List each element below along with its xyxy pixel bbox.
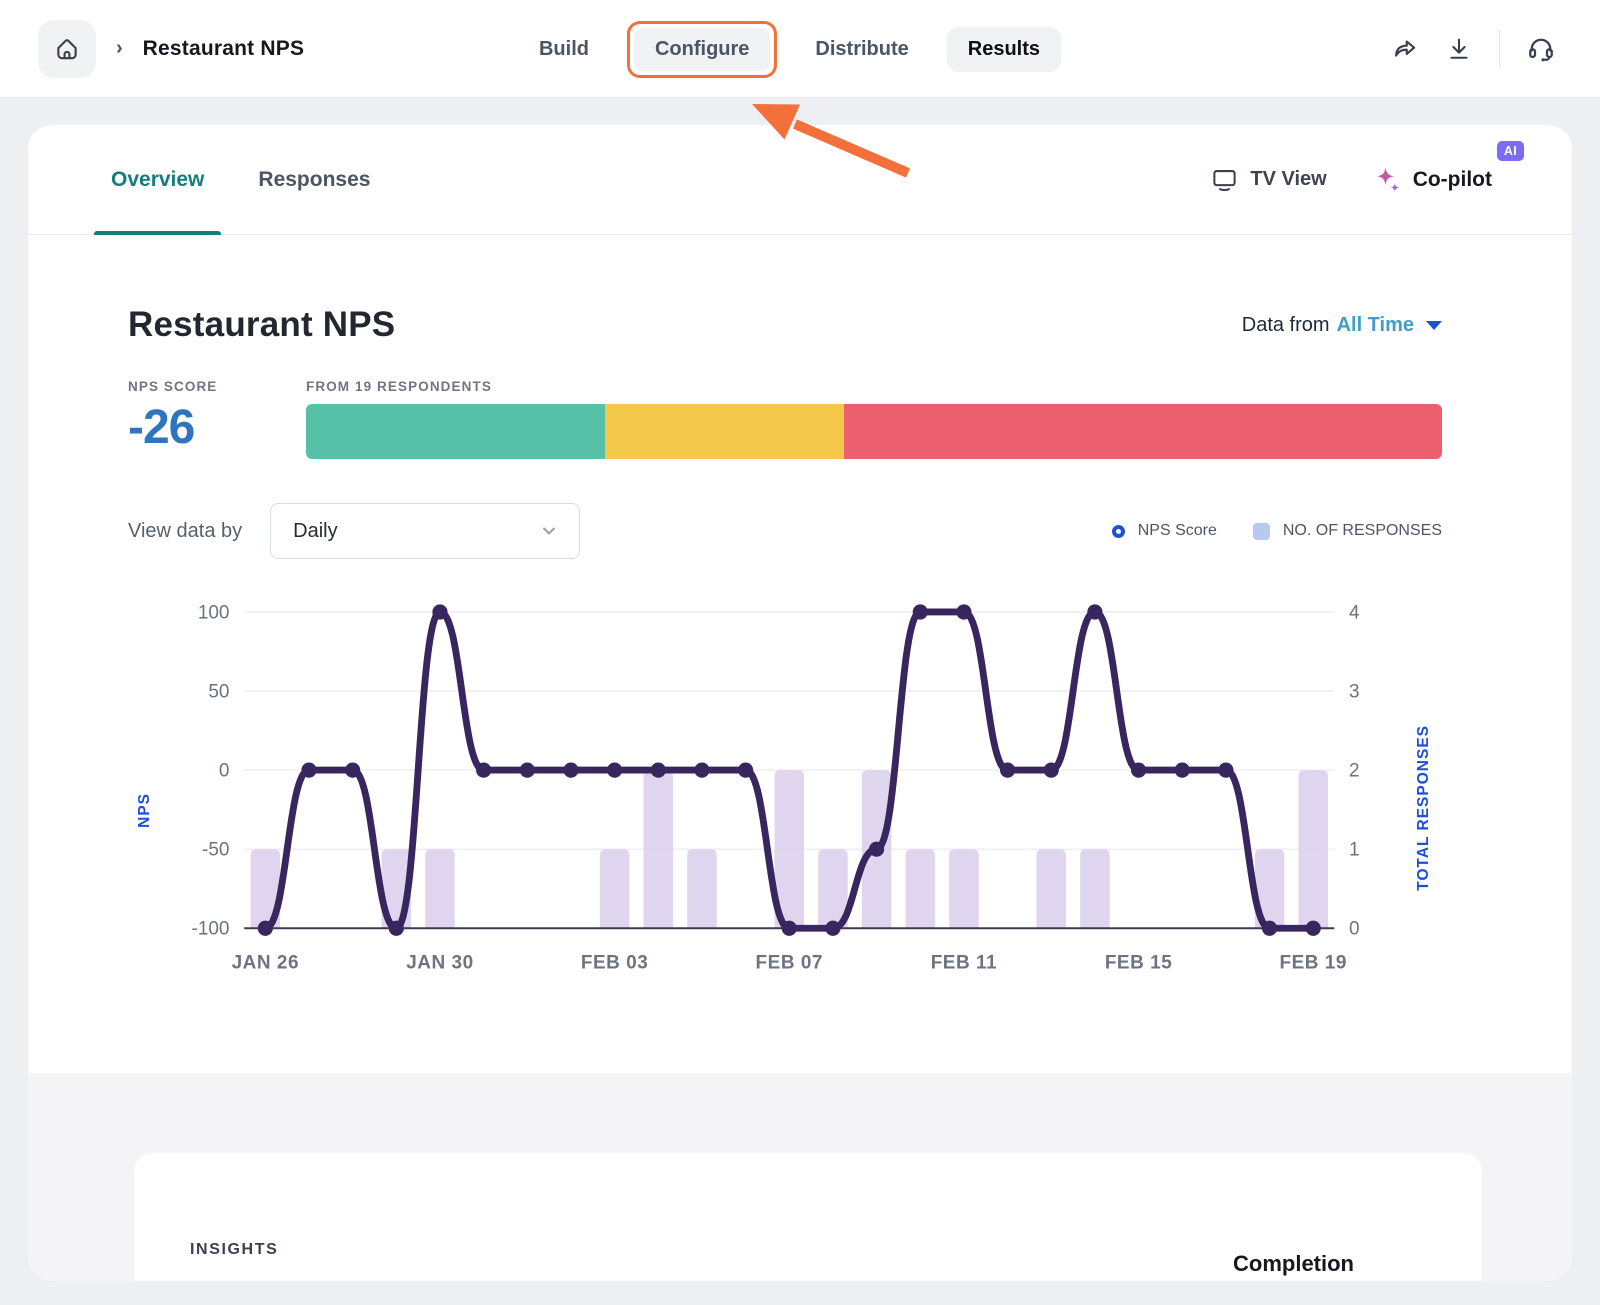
tv-view-button[interactable]: TV View [1211, 166, 1327, 193]
support-button[interactable] [1526, 34, 1556, 64]
view-data-by-label: View data by [128, 519, 243, 542]
nps-trend-chart: 100 4 50 3 0 2 -50 1 -100 0 JAN 26 JAN 30 FEB 03 FEB … [162, 593, 1406, 987]
date-range-dropdown[interactable]: Data from All Time [1242, 314, 1442, 337]
results-card-header: Overview Responses TV View [28, 125, 1572, 235]
svg-text:1: 1 [1349, 840, 1360, 861]
nps-chart-block: NPS 100 4 50 3 0 2 -50 1 -100 0 JAN 26 JAN 30 FEB 03… [128, 593, 1442, 987]
configure-highlight-box: Configure [626, 20, 778, 78]
overview-tab-group: Overview Responses [94, 125, 387, 235]
left-axis-title: NPS [136, 792, 153, 828]
download-button[interactable] [1445, 35, 1473, 63]
svg-text:50: 50 [208, 681, 229, 702]
promoters-segment [306, 404, 605, 459]
responses-legend-icon [1252, 522, 1270, 540]
chevron-down-icon [543, 527, 556, 535]
share-icon [1395, 39, 1416, 57]
detractors-segment [844, 404, 1442, 459]
page-title: Restaurant NPS [128, 305, 396, 344]
caret-down-icon [1426, 320, 1442, 330]
svg-text:3: 3 [1349, 681, 1360, 702]
tab-overview[interactable]: Overview [94, 125, 222, 235]
svg-text:2: 2 [1349, 760, 1360, 781]
nps-score-value: -26 [128, 401, 195, 454]
nav-divider [1499, 29, 1500, 68]
home-button[interactable] [38, 19, 96, 78]
results-card: Overview Responses TV View [28, 125, 1572, 1281]
svg-text:-50: -50 [202, 840, 229, 861]
top-nav: › Restaurant NPS Build Configure Distrib… [0, 0, 1600, 98]
chart-legend: NPS Score NO. OF RESPONSES [1111, 522, 1442, 540]
svg-text:FEB 19: FEB 19 [1279, 952, 1346, 973]
completion-header: Completion [1233, 1251, 1354, 1276]
respondents-label: FROM 19 RESPONDENTS [306, 379, 492, 394]
svg-text:-100: -100 [192, 919, 230, 940]
lower-section: INSIGHTS Completion [28, 1073, 1572, 1281]
tv-icon [1213, 170, 1236, 192]
svg-text:100: 100 [198, 602, 230, 623]
copilot-button[interactable]: Co-pilot AI [1373, 140, 1524, 195]
tab-build[interactable]: Build [538, 37, 589, 60]
svg-text:FEB 07: FEB 07 [756, 952, 823, 973]
svg-text:JAN 30: JAN 30 [406, 952, 473, 973]
home-icon [57, 38, 77, 59]
passives-segment [604, 404, 845, 459]
download-icon [1450, 38, 1468, 59]
svg-text:0: 0 [219, 760, 230, 781]
headset-icon [1529, 38, 1553, 61]
nps-score-legend-icon [1111, 524, 1125, 538]
breadcrumb[interactable]: Restaurant NPS [142, 36, 305, 60]
svg-text:JAN 26: JAN 26 [232, 952, 299, 973]
legend-item: NPS Score [1111, 522, 1217, 540]
select-value: Daily [293, 519, 338, 542]
share-button[interactable] [1391, 35, 1419, 63]
copilot-sparkle-icon [1376, 167, 1399, 192]
insights-card: INSIGHTS Completion [134, 1153, 1482, 1281]
date-range-value: All Time [1336, 313, 1414, 336]
view-data-by-select[interactable]: Daily [270, 503, 581, 559]
tab-distribute[interactable]: Distribute [815, 37, 909, 60]
tab-results[interactable]: Results [946, 26, 1062, 72]
tab-responses[interactable]: Responses [258, 167, 371, 191]
svg-text:0: 0 [1349, 919, 1360, 940]
active-tab-underline [94, 231, 222, 235]
ai-badge: AI [1496, 140, 1524, 161]
legend-item: NO. OF RESPONSES [1252, 522, 1442, 540]
nav-tab-group: Build Configure Distribute Results [538, 0, 1062, 98]
svg-text:FEB 11: FEB 11 [931, 952, 997, 973]
nps-score-label: NPS SCORE [128, 379, 218, 394]
right-axis-title: TOTAL RESPONSES [1415, 725, 1432, 891]
overview-panel: Restaurant NPS Data from All Time NPS SC… [28, 235, 1572, 1073]
breadcrumb-separator: › [116, 37, 123, 59]
svg-text:4: 4 [1349, 602, 1360, 623]
svg-text:FEB 03: FEB 03 [581, 952, 648, 973]
insights-label: INSIGHTS [190, 1241, 279, 1258]
tab-configure[interactable]: Configure [633, 27, 771, 71]
svg-text:FEB 15: FEB 15 [1105, 952, 1172, 973]
nps-distribution-bar [306, 404, 1442, 459]
